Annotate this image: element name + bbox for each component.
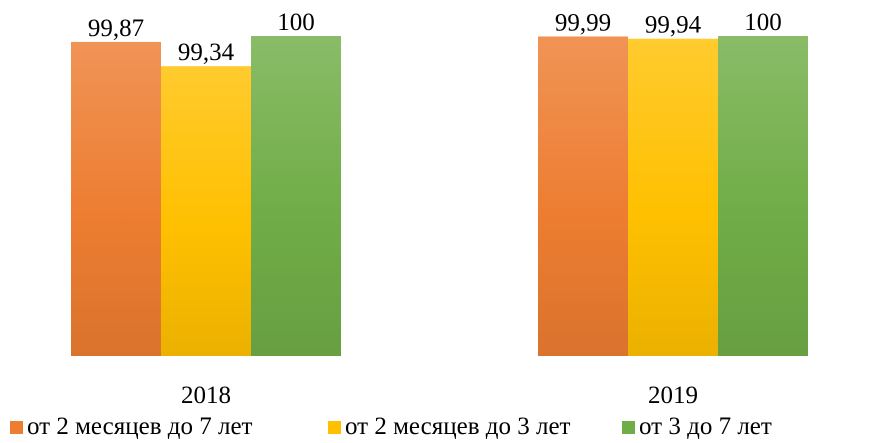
legend-item-3y-7y: от 3 до 7 лет [622, 413, 772, 441]
legend-swatch-2m-7y [10, 420, 23, 434]
data-label-2018-series-2: 99,34 [178, 39, 235, 66]
legend-swatch-2m-3y [328, 420, 341, 434]
category-label-2018: 2018 [181, 382, 231, 409]
bar-2018-series-3 [251, 36, 341, 356]
legend-label-3y-7y: от 3 до 7 лет [639, 413, 772, 440]
bar-2018-series-2 [161, 66, 251, 357]
bar-2019-series-1 [538, 36, 628, 356]
bar-2019-series-3 [718, 36, 808, 356]
legend-swatch-3y-7y [622, 420, 635, 434]
bar-2018-series-1 [71, 41, 161, 356]
legend-item-2m-7y: от 2 месяцев до 7 лет [10, 413, 252, 441]
category-label-2019: 2019 [648, 382, 698, 409]
data-label-2019-series-3: 100 [744, 9, 782, 36]
data-label-2018-series-1: 99,87 [88, 15, 144, 42]
bar-2019-series-2 [628, 38, 718, 356]
data-label-2019-series-2: 99,94 [645, 12, 702, 39]
legend-item-2m-3y: от 2 месяцев до 3 лет [328, 413, 570, 441]
legend-label-2m-7y: от 2 месяцев до 7 лет [27, 413, 253, 440]
data-label-2018-series-3: 100 [277, 9, 315, 36]
data-label-2019-series-1: 99,99 [555, 9, 611, 36]
chart-legend: от 2 месяцев до 7 лет от 2 месяцев до 3 … [0, 413, 870, 441]
legend-label-2m-3y: от 2 месяцев до 3 лет [345, 413, 571, 440]
